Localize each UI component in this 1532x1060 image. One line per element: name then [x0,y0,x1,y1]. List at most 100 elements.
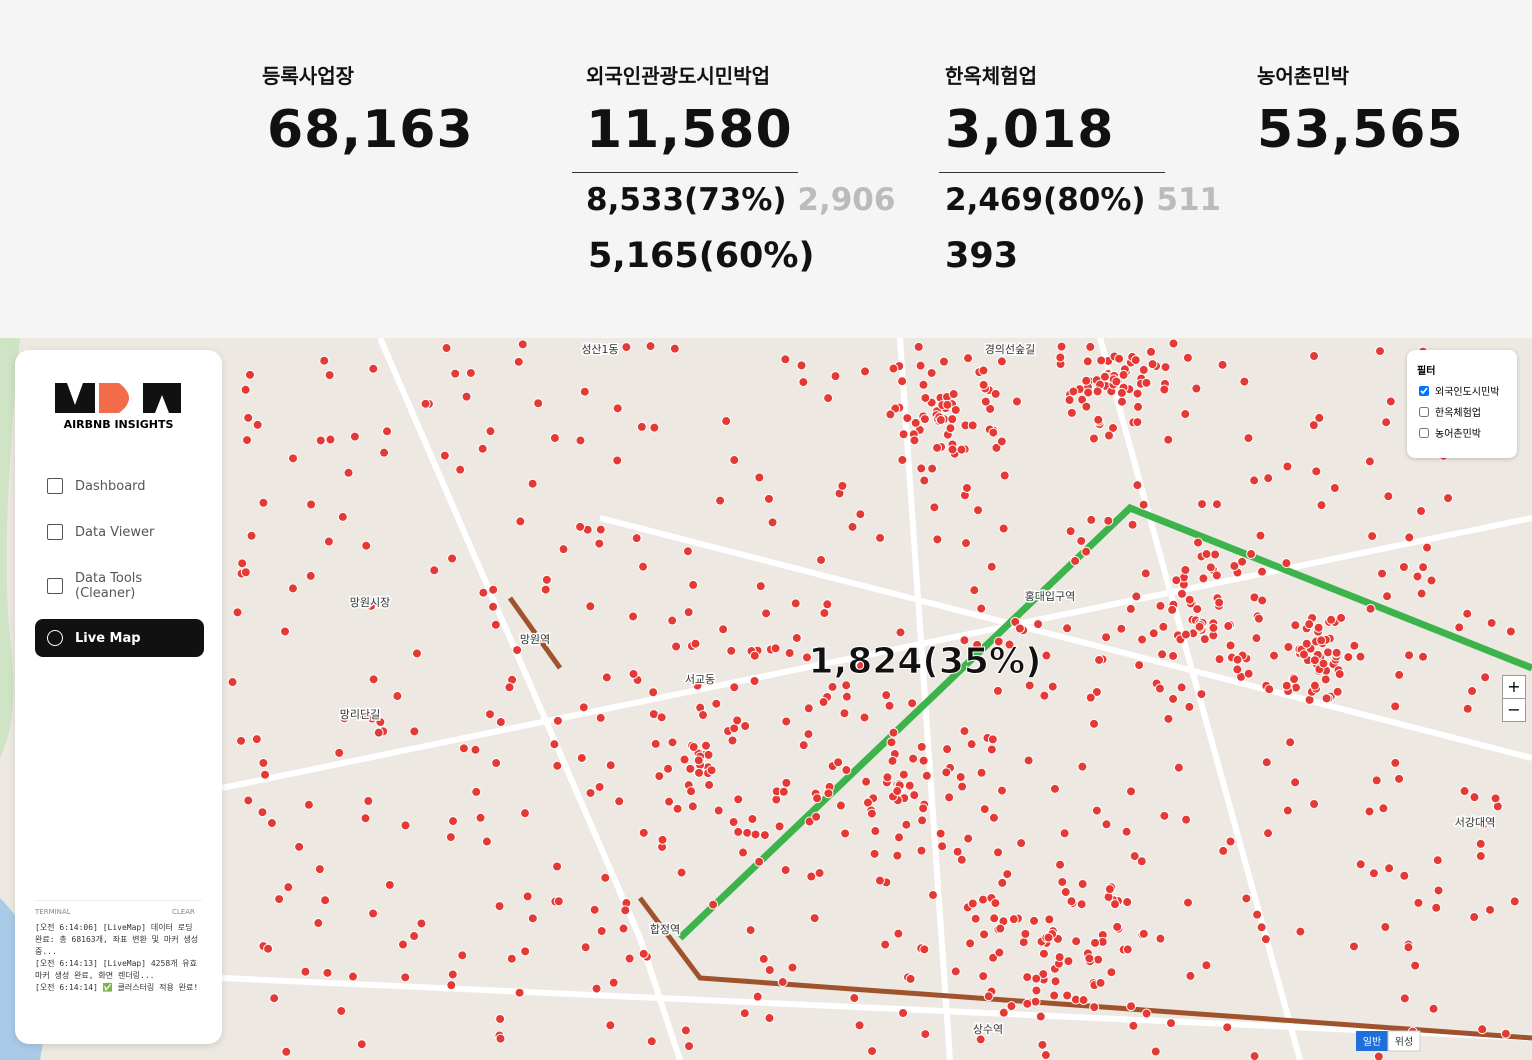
map-marker [798,740,809,751]
map-marker [1094,654,1105,665]
map-marker [409,931,420,942]
map-marker [1043,932,1054,943]
map-marker [638,827,649,838]
map-marker [1150,1046,1161,1057]
map-marker [1313,622,1324,633]
map-marker [1331,647,1342,658]
divider [572,172,798,173]
map-type-label[interactable]: 위성 [1395,1035,1413,1048]
map-marker [1126,786,1137,797]
map-marker [1168,650,1179,661]
map-marker [1168,338,1179,349]
map-marker [1399,870,1410,881]
map-type-active[interactable] [1356,1031,1388,1051]
map-marker [1509,896,1520,907]
map-marker [1418,562,1429,573]
filter-option[interactable]: 농어촌민박 [1419,425,1517,440]
map-marker [1056,341,1067,352]
map-marker [854,1020,865,1031]
nav-item[interactable]: Data Viewer [35,522,204,542]
nav-label[interactable]: Dashboard [75,478,146,494]
terminal-clear[interactable]: CLEAR [172,908,195,916]
map-marker [1066,896,1077,907]
map-marker [409,726,420,737]
map-marker [1076,899,1087,910]
checkbox[interactable] [1419,406,1429,417]
map-type[interactable] [1387,1030,1421,1052]
nav-item[interactable]: Dashboard [35,476,204,496]
option-label[interactable]: 농어촌민박 [1435,429,1481,440]
map-marker [969,585,980,596]
map-type-label[interactable]: 일반 [1363,1036,1381,1048]
map-marker [727,735,738,746]
map-marker [260,769,271,780]
map-marker [1147,359,1158,370]
zoom-in[interactable]: + [1502,675,1526,699]
map-marker [1208,622,1219,633]
map-marker [1364,806,1375,817]
map-marker [840,828,851,839]
map-marker [631,533,642,544]
map-marker [975,1034,986,1045]
map-marker [323,536,334,547]
stat-label: 농어촌민박 [1257,64,1349,88]
map-marker [961,482,972,493]
map-marker [1006,1001,1017,1012]
filter-option[interactable]: 외국인도시민박 [1419,383,1517,398]
nav-label[interactable]: Data Tools (Cleaner) [75,571,143,601]
map-marker [927,463,938,474]
map-marker [576,752,587,763]
map-marker [382,426,393,437]
nav-item[interactable]: Data Tools (Cleaner) [35,568,204,604]
map-marker [841,680,852,691]
map-marker [688,742,699,753]
option-label[interactable]: 한옥체험업 [1435,408,1481,419]
map-marker [784,648,795,659]
map-marker [979,929,990,940]
map-marker [269,993,280,1004]
map-marker [595,712,606,723]
map-marker [959,635,970,646]
map-marker [1243,668,1254,679]
map-marker [320,895,331,906]
map-marker [1099,371,1110,382]
map-marker [649,422,660,433]
map-marker [612,403,623,414]
zoom-out[interactable]: − [1502,698,1526,722]
map-marker [1022,972,1033,983]
map-marker [1368,868,1379,879]
map-marker [1390,701,1401,712]
map-marker [400,972,411,983]
checkbox[interactable] [1419,427,1429,438]
map-marker [701,740,712,751]
map-marker [1365,603,1376,614]
checkbox[interactable] [1419,385,1429,396]
nav-label[interactable]: Live Map [75,630,141,646]
map-marker [656,712,667,723]
map-marker [887,755,898,766]
map-marker [638,561,649,572]
map-marker [1070,555,1081,566]
map-marker [1089,718,1100,729]
map-marker [325,434,336,445]
map-marker [495,1033,506,1044]
filter-panel: 필터 외국인도시민박 한옥체험업 농어촌민박 [1407,350,1517,458]
map-marker [1431,902,1442,913]
map-marker [1334,669,1345,680]
map-marker [1321,693,1332,704]
map-marker [897,376,908,387]
map-marker [1047,681,1058,692]
option-label[interactable]: 외국인도시민박 [1435,387,1500,398]
map-marker [1159,384,1170,395]
nav-label[interactable]: Data Viewer [75,524,155,540]
map-marker [763,493,774,504]
map-marker [884,700,895,711]
map-marker [703,749,714,760]
nav-item-active[interactable]: Live Map [35,619,204,657]
map-marker [1355,859,1366,870]
map-marker [1071,936,1082,947]
map-marker [791,632,802,643]
filter-option[interactable]: 한옥체험업 [1419,404,1517,419]
map-marker [870,826,881,837]
